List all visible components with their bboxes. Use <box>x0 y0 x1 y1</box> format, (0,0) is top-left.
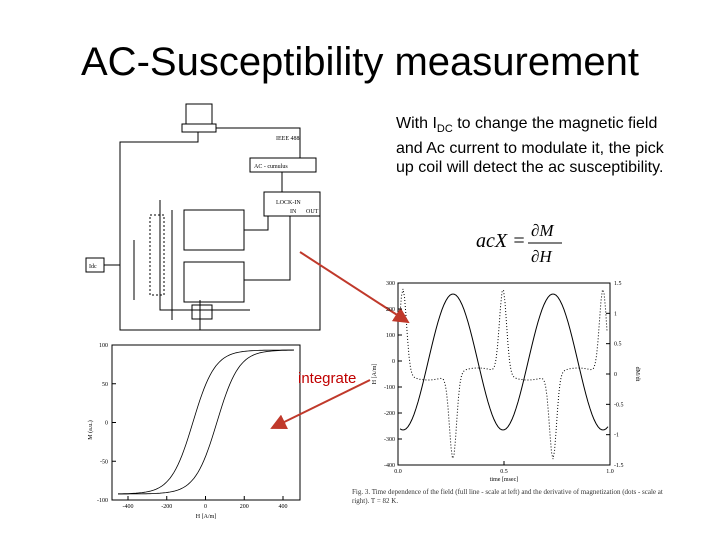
y2-tick-label: -1.5 <box>614 463 624 469</box>
y-tick-label: 0 <box>105 421 108 427</box>
x-tick-label: 0.0 <box>394 469 402 475</box>
loop-branch <box>118 349 294 495</box>
y-tick-label: -200 <box>384 411 395 417</box>
y-tick-label: -50 <box>100 459 108 465</box>
field-line <box>399 293 609 431</box>
y-axis-label: H [A/m] <box>372 364 378 385</box>
y-tick-label: 100 <box>386 333 395 339</box>
x-tick-label: 0.5 <box>500 469 508 475</box>
annotation: integrate <box>298 370 356 387</box>
y-tick-label: 300 <box>386 281 395 287</box>
y2-tick-label: 0 <box>614 372 617 378</box>
y2-tick-label: 1.5 <box>614 281 622 287</box>
y-tick-label: -300 <box>384 437 395 443</box>
x-tick-label: 1.0 <box>606 469 614 475</box>
y-tick-label: 100 <box>99 343 108 349</box>
caption: Fig. 3. Time dependence of the field (fu… <box>352 488 663 505</box>
loop-branch <box>118 349 295 495</box>
x-tick-label: 400 <box>279 504 288 510</box>
description: With IDC to change the magnetic field an… <box>396 114 666 177</box>
y-tick-label: -400 <box>384 463 395 469</box>
x-axis-label: time [msec] <box>490 477 519 483</box>
y-tick-label: 200 <box>386 307 395 313</box>
derivative-dots <box>399 288 608 460</box>
plot-frame <box>397 282 611 466</box>
text: With I <box>396 115 437 132</box>
slide-title: AC-Susceptibility measurement <box>81 40 639 84</box>
y2-tick-label: -1 <box>614 433 619 439</box>
circuit-label: IN <box>290 209 297 215</box>
circuit-label: IEEE 488 <box>276 136 300 142</box>
arrow <box>299 251 410 324</box>
circuit-label: LOCK-IN <box>276 200 301 206</box>
hysteresis-curve <box>118 349 295 495</box>
y-tick-label: 0 <box>392 359 395 365</box>
circuit-label: Idc <box>89 264 97 270</box>
formula-numerator: ∂M <box>531 221 554 240</box>
y-tick-label: 50 <box>102 382 108 388</box>
x-tick-label: 0 <box>204 504 207 510</box>
x-tick-label: -400 <box>123 504 134 510</box>
arrow <box>270 379 371 430</box>
y-tick-label: -100 <box>384 385 395 391</box>
y2-tick-label: 0.5 <box>614 342 622 348</box>
circuit-label: AC - cumulus <box>254 164 288 170</box>
circuit-label: OUT <box>306 209 319 215</box>
y-tick-label: -100 <box>97 498 108 504</box>
y2-tick-label: 1 <box>614 311 617 317</box>
caption-box: Fig. 3. Time dependence of the field (fu… <box>352 488 663 505</box>
time-curves <box>399 288 609 460</box>
plot-frame <box>111 344 301 501</box>
y2-axis-label: dM/dt <box>634 367 640 382</box>
subscript: DC <box>436 123 453 136</box>
circuit <box>85 103 321 331</box>
formula-lhs: acX = <box>476 230 526 252</box>
formula-denominator: ∂H <box>531 247 553 266</box>
y2-tick-label: -0.5 <box>614 402 624 408</box>
y-axis-label: M (a.u.) <box>87 420 94 440</box>
x-axis-label: H [A/m] <box>196 514 217 520</box>
x-tick-label: 200 <box>240 504 249 510</box>
text: to change the magnetic field and Ac curr… <box>396 115 664 177</box>
x-tick-label: -200 <box>161 504 172 510</box>
